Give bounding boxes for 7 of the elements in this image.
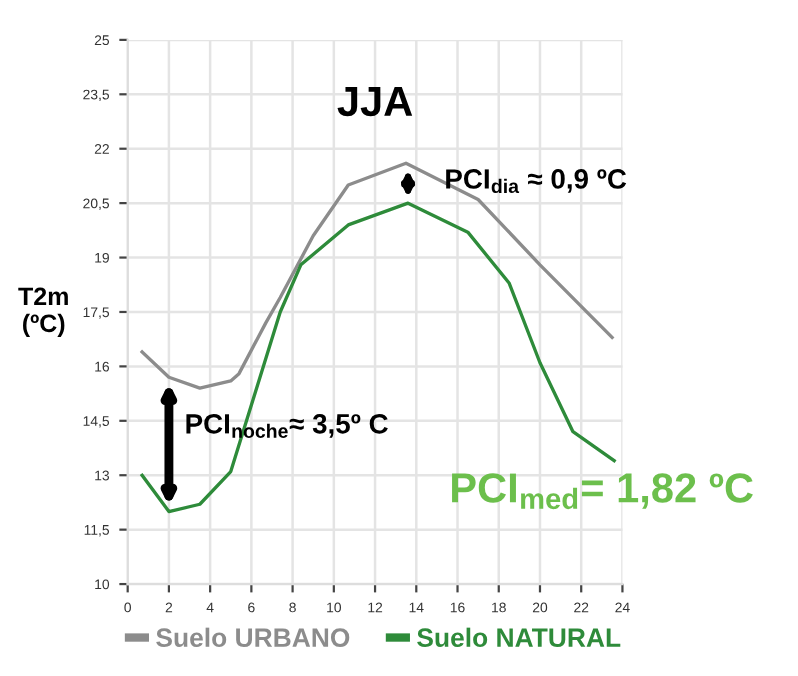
annotation: PCI$_{dia}$ ≈ 0,9 ºC <box>446 169 627 194</box>
text: JJA <box>337 87 413 117</box>
annotation: PCI$_{med}$= 1,82 ºC <box>452 473 753 510</box>
legend-label: Suelo URBANO <box>156 627 350 648</box>
line-series <box>140 201 616 514</box>
legend-label: Suelo NATURAL <box>417 627 621 648</box>
y-axis-title: T2m (ºC) <box>18 287 68 338</box>
